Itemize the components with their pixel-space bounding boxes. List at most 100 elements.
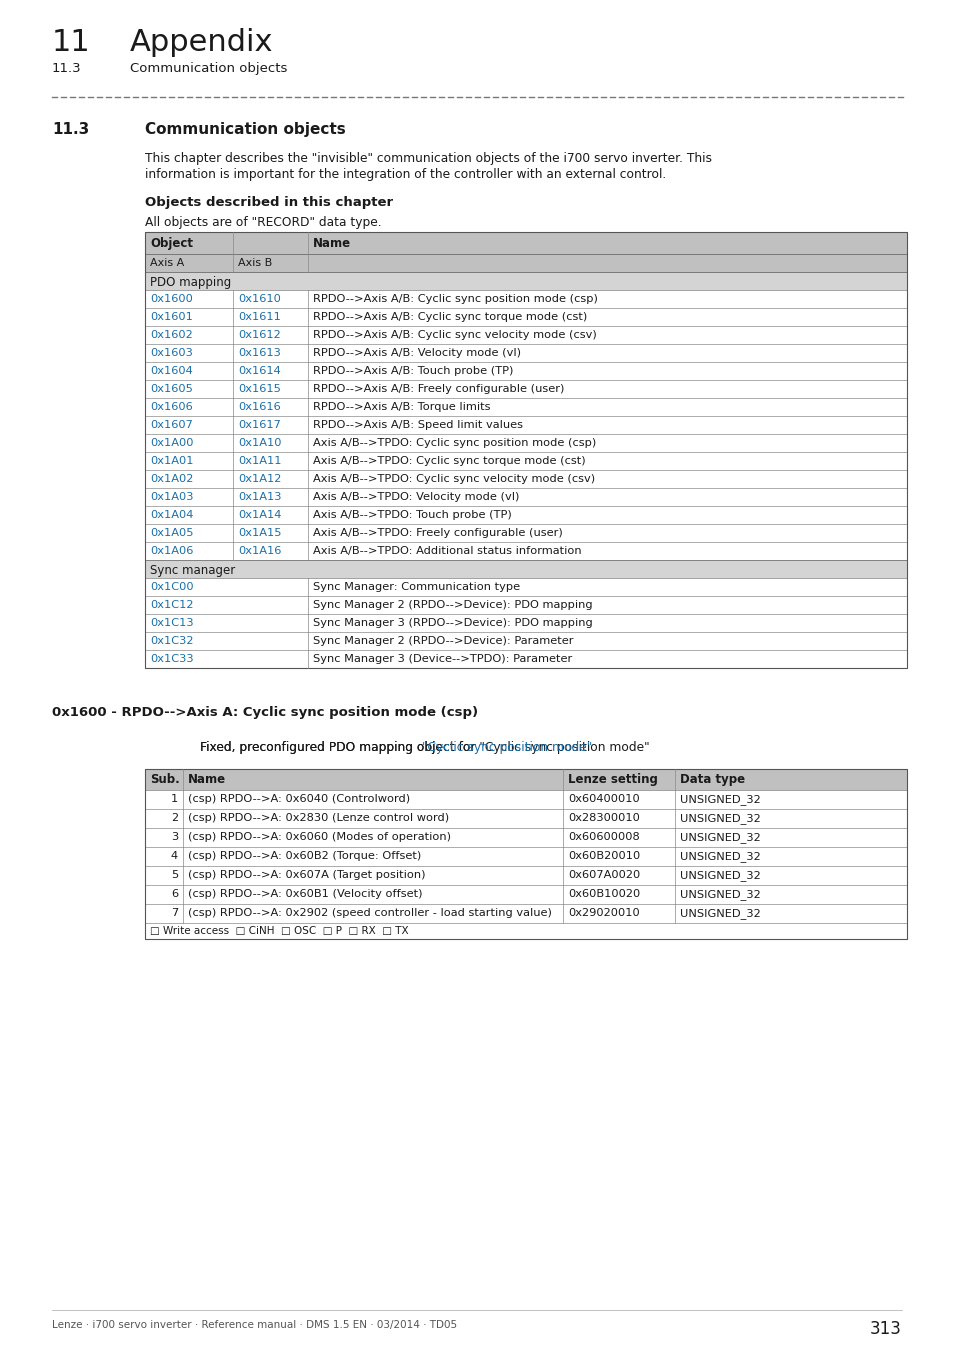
Text: (csp) RPDO-->A: 0x2830 (Lenze control word): (csp) RPDO-->A: 0x2830 (Lenze control wo… xyxy=(188,813,449,823)
Bar xyxy=(145,452,906,470)
Bar xyxy=(145,846,906,865)
Text: 0x1A14: 0x1A14 xyxy=(237,510,281,520)
Text: 313: 313 xyxy=(869,1320,901,1338)
Text: RPDO-->Axis A/B: Cyclic sync position mode (csp): RPDO-->Axis A/B: Cyclic sync position mo… xyxy=(313,294,598,304)
Text: 0x1A03: 0x1A03 xyxy=(150,491,193,502)
Text: Axis A/B-->TPDO: Velocity mode (vl): Axis A/B-->TPDO: Velocity mode (vl) xyxy=(313,491,518,502)
Text: 0x1A01: 0x1A01 xyxy=(150,456,193,466)
Text: (csp) RPDO-->A: 0x60B2 (Torque: Offset): (csp) RPDO-->A: 0x60B2 (Torque: Offset) xyxy=(188,850,421,861)
Bar xyxy=(145,398,906,416)
Text: Sub.: Sub. xyxy=(150,774,179,786)
Text: 0x60600008: 0x60600008 xyxy=(567,832,639,842)
Text: Data type: Data type xyxy=(679,774,744,786)
Bar xyxy=(145,595,906,614)
Text: Object: Object xyxy=(150,238,193,250)
Bar xyxy=(145,541,906,560)
Text: Axis A: Axis A xyxy=(150,258,184,269)
Text: UNSIGNED_32: UNSIGNED_32 xyxy=(679,832,760,842)
Text: Sync Manager 3 (Device-->TPDO): Parameter: Sync Manager 3 (Device-->TPDO): Paramete… xyxy=(313,653,572,664)
Text: 0x1C12: 0x1C12 xyxy=(150,599,193,610)
Text: 0x1A04: 0x1A04 xyxy=(150,510,193,520)
Text: 0x1601: 0x1601 xyxy=(150,312,193,323)
Text: Axis B: Axis B xyxy=(237,258,272,269)
Text: Sync Manager 2 (RPDO-->Device): Parameter: Sync Manager 2 (RPDO-->Device): Paramete… xyxy=(313,636,573,647)
Text: Sync manager: Sync manager xyxy=(150,564,235,576)
Text: 7: 7 xyxy=(171,909,178,918)
Bar xyxy=(145,506,906,524)
Bar xyxy=(145,769,906,790)
Text: PDO mapping: PDO mapping xyxy=(150,275,231,289)
Text: UNSIGNED_32: UNSIGNED_32 xyxy=(679,850,760,861)
Text: □ Write access  □ CiNH  □ OSC  □ P  □ RX  □ TX: □ Write access □ CiNH □ OSC □ P □ RX □ T… xyxy=(150,926,408,936)
Text: 0x1A00: 0x1A00 xyxy=(150,437,193,448)
Text: Sync Manager: Communication type: Sync Manager: Communication type xyxy=(313,582,519,593)
Bar xyxy=(145,362,906,379)
Text: Sync Manager 3 (RPDO-->Device): PDO mapping: Sync Manager 3 (RPDO-->Device): PDO mapp… xyxy=(313,618,592,628)
Text: 0x1606: 0x1606 xyxy=(150,402,193,412)
Text: UNSIGNED_32: UNSIGNED_32 xyxy=(679,909,760,919)
Text: Objects described in this chapter: Objects described in this chapter xyxy=(145,196,393,209)
Text: Communication objects: Communication objects xyxy=(130,62,287,76)
Text: 3: 3 xyxy=(171,832,178,842)
Text: 0x1607: 0x1607 xyxy=(150,420,193,431)
Text: 0x1611: 0x1611 xyxy=(237,312,280,323)
Text: Fixed, preconfigured PDO mapping object for "Cyclic sync position mode": Fixed, preconfigured PDO mapping object … xyxy=(200,741,649,755)
Text: 0x1A05: 0x1A05 xyxy=(150,528,193,539)
Text: UNSIGNED_32: UNSIGNED_32 xyxy=(679,813,760,823)
Bar xyxy=(145,578,906,595)
Text: Sync Manager 2 (RPDO-->Device): PDO mapping: Sync Manager 2 (RPDO-->Device): PDO mapp… xyxy=(313,599,592,610)
Text: Axis A/B-->TPDO: Freely configurable (user): Axis A/B-->TPDO: Freely configurable (us… xyxy=(313,528,562,539)
Text: RPDO-->Axis A/B: Cyclic sync torque mode (cst): RPDO-->Axis A/B: Cyclic sync torque mode… xyxy=(313,312,587,323)
Text: 0x29020010: 0x29020010 xyxy=(567,909,639,918)
Text: This chapter describes the "invisible" communication objects of the i700 servo i: This chapter describes the "invisible" c… xyxy=(145,153,711,165)
Text: 0x60B20010: 0x60B20010 xyxy=(567,850,639,861)
Text: 0x1615: 0x1615 xyxy=(237,383,280,394)
Text: 0x1613: 0x1613 xyxy=(237,348,280,358)
Text: RPDO-->Axis A/B: Speed limit values: RPDO-->Axis A/B: Speed limit values xyxy=(313,420,522,431)
Text: 0x1614: 0x1614 xyxy=(237,366,280,377)
Text: 0x1610: 0x1610 xyxy=(237,294,280,304)
Text: 0x1C32: 0x1C32 xyxy=(150,636,193,647)
Bar xyxy=(145,649,906,668)
Bar xyxy=(145,904,906,923)
Text: 0x1616: 0x1616 xyxy=(237,402,280,412)
Text: 0x60B10020: 0x60B10020 xyxy=(567,890,639,899)
Bar xyxy=(145,865,906,886)
Text: 5: 5 xyxy=(171,869,178,880)
Bar xyxy=(145,524,906,541)
Bar xyxy=(145,886,906,904)
Text: 2: 2 xyxy=(171,813,178,823)
Text: 0x60400010: 0x60400010 xyxy=(567,794,639,805)
Bar xyxy=(145,271,906,290)
Text: UNSIGNED_32: UNSIGNED_32 xyxy=(679,869,760,882)
Text: 11.3: 11.3 xyxy=(52,62,82,76)
Bar xyxy=(145,379,906,398)
Text: 0x1602: 0x1602 xyxy=(150,329,193,340)
Text: 6: 6 xyxy=(171,890,178,899)
Bar xyxy=(145,325,906,344)
Text: 0x1617: 0x1617 xyxy=(237,420,280,431)
Text: Appendix: Appendix xyxy=(130,28,274,57)
Bar xyxy=(145,614,906,632)
Text: RPDO-->Axis A/B: Velocity mode (vl): RPDO-->Axis A/B: Velocity mode (vl) xyxy=(313,348,520,358)
Bar xyxy=(145,470,906,487)
Text: 11: 11 xyxy=(52,28,91,57)
Text: Lenze setting: Lenze setting xyxy=(567,774,658,786)
Bar xyxy=(145,809,906,828)
Text: RPDO-->Axis A/B: Freely configurable (user): RPDO-->Axis A/B: Freely configurable (us… xyxy=(313,383,564,394)
Text: Fixed, preconfigured PDO mapping object for: Fixed, preconfigured PDO mapping object … xyxy=(200,741,478,755)
Text: RPDO-->Axis A/B: Torque limits: RPDO-->Axis A/B: Torque limits xyxy=(313,402,490,412)
Text: information is important for the integration of the controller with an external : information is important for the integra… xyxy=(145,167,665,181)
Text: 0x1604: 0x1604 xyxy=(150,366,193,377)
Text: (csp) RPDO-->A: 0x6040 (Controlword): (csp) RPDO-->A: 0x6040 (Controlword) xyxy=(188,794,410,805)
Bar xyxy=(145,560,906,578)
Text: Axis A/B-->TPDO: Cyclic sync position mode (csp): Axis A/B-->TPDO: Cyclic sync position mo… xyxy=(313,437,596,448)
Bar xyxy=(145,344,906,362)
Text: 0x1603: 0x1603 xyxy=(150,348,193,358)
Text: Lenze · i700 servo inverter · Reference manual · DMS 1.5 EN · 03/2014 · TD05: Lenze · i700 servo inverter · Reference … xyxy=(52,1320,456,1330)
Text: 0x28300010: 0x28300010 xyxy=(567,813,639,823)
Text: 0x1A15: 0x1A15 xyxy=(237,528,281,539)
Text: 0x1C13: 0x1C13 xyxy=(150,618,193,628)
Text: (csp) RPDO-->A: 0x6060 (Modes of operation): (csp) RPDO-->A: 0x6060 (Modes of operati… xyxy=(188,832,451,842)
Text: 0x1612: 0x1612 xyxy=(237,329,280,340)
